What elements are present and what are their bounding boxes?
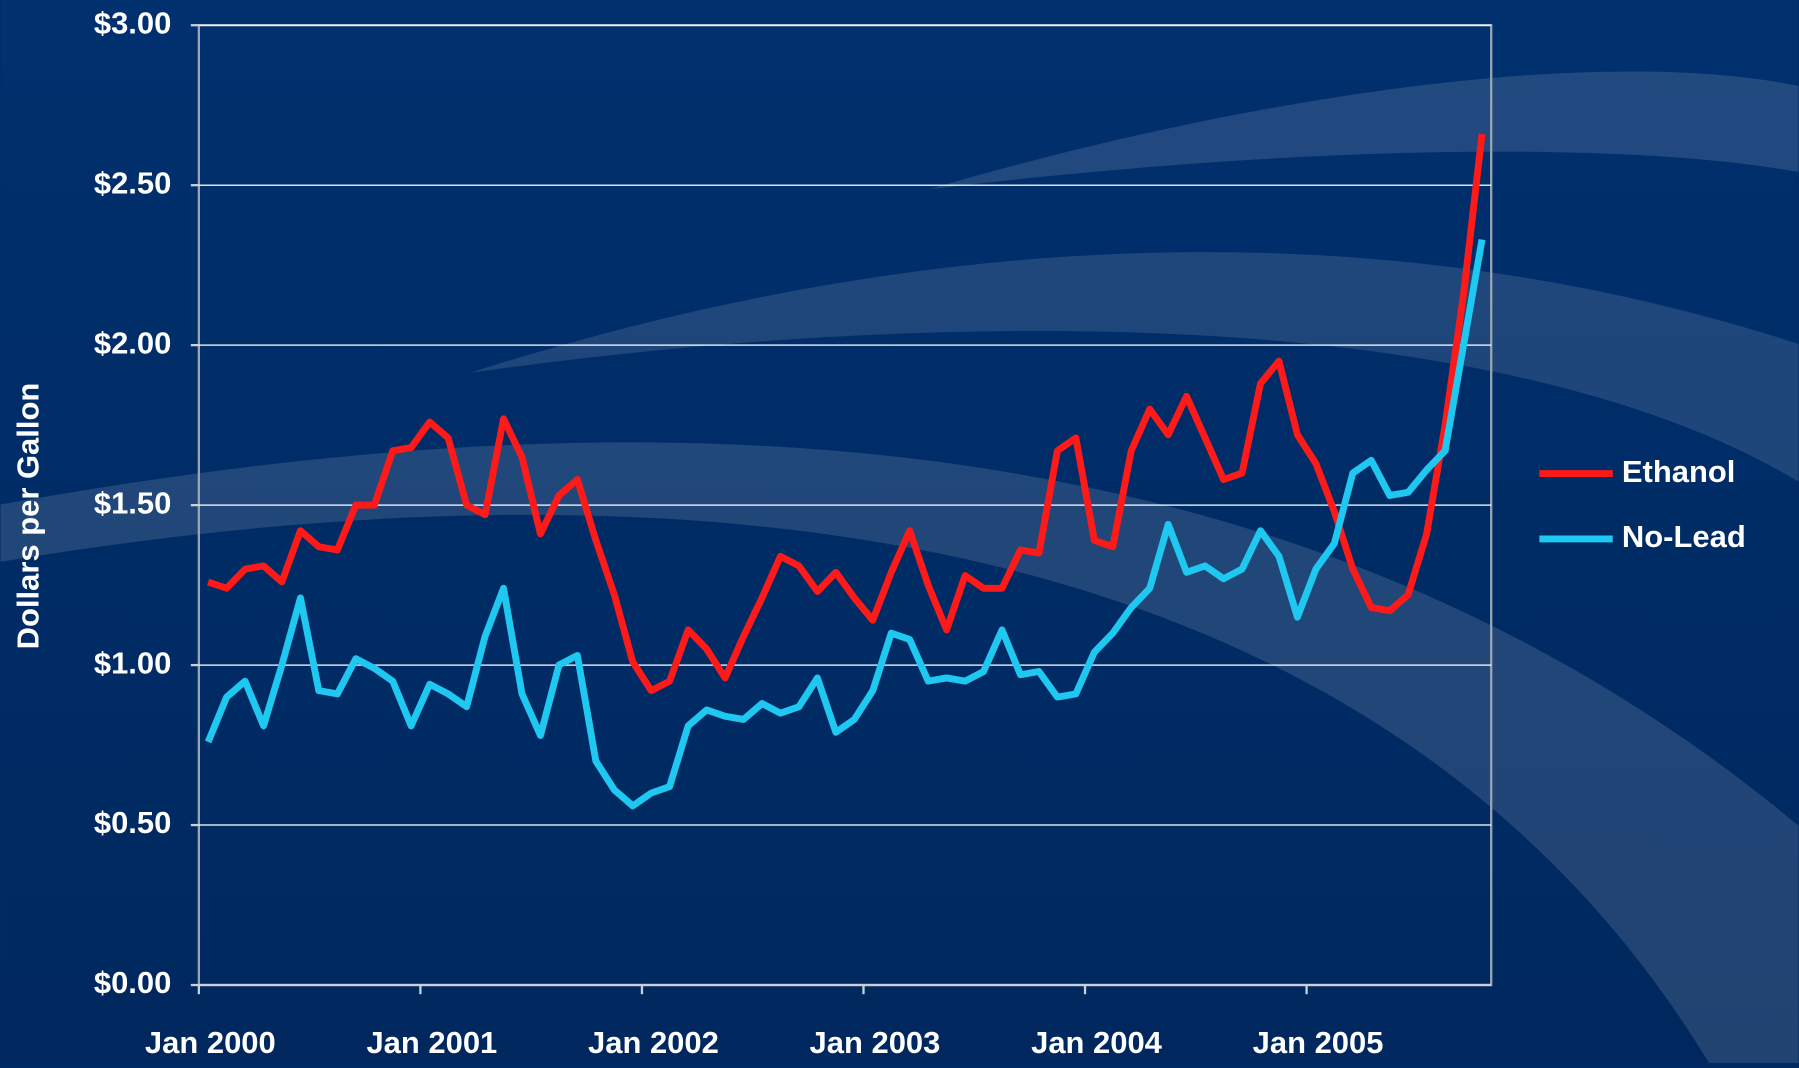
x-tick-label: Jan 2005 bbox=[1253, 1025, 1384, 1060]
x-tick-label: Jan 2004 bbox=[1031, 1025, 1163, 1060]
y-tick-label: $3.00 bbox=[94, 5, 171, 40]
chart: Dollars per Gallon $0.00 $0.50 $1.00 $1.50 $… bbox=[0, 0, 1799, 1063]
legend-label: No-Lead bbox=[1622, 519, 1746, 554]
x-tick-label: Jan 2003 bbox=[810, 1025, 941, 1060]
y-tick-label: $0.00 bbox=[94, 965, 171, 1000]
y-axis-label: Dollars per Gallon bbox=[10, 383, 45, 650]
x-tick-label: Jan 2000 bbox=[145, 1025, 276, 1060]
y-tick-label: $2.50 bbox=[94, 165, 171, 200]
y-tick-label: $2.00 bbox=[94, 325, 171, 360]
y-tick-label: $1.00 bbox=[94, 645, 171, 680]
y-tick-label: $1.50 bbox=[94, 485, 171, 520]
x-tick-label: Jan 2001 bbox=[366, 1025, 497, 1060]
y-tick-label: $0.50 bbox=[94, 805, 171, 840]
legend-label: Ethanol bbox=[1622, 454, 1736, 489]
x-tick-label: Jan 2002 bbox=[588, 1025, 719, 1060]
